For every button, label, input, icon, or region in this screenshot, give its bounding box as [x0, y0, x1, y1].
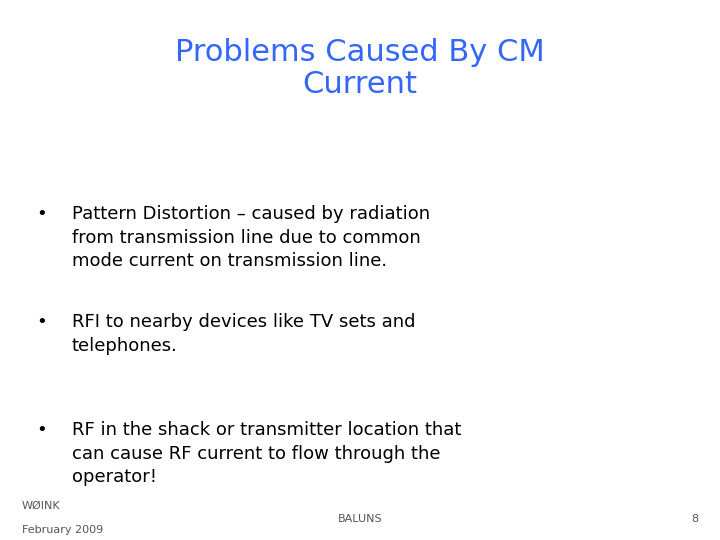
Text: February 2009: February 2009 — [22, 524, 103, 535]
Text: RFI to nearby devices like TV sets and
telephones.: RFI to nearby devices like TV sets and t… — [72, 313, 415, 355]
Text: 8: 8 — [691, 514, 698, 524]
Text: RF in the shack or transmitter location that
can cause RF current to flow throug: RF in the shack or transmitter location … — [72, 421, 462, 487]
Text: •: • — [36, 313, 47, 331]
Text: •: • — [36, 421, 47, 439]
Text: •: • — [36, 205, 47, 223]
Text: Problems Caused By CM
Current: Problems Caused By CM Current — [175, 38, 545, 99]
Text: BALUNS: BALUNS — [338, 514, 382, 524]
Text: WØINK: WØINK — [22, 500, 60, 510]
Text: Pattern Distortion – caused by radiation
from transmission line due to common
mo: Pattern Distortion – caused by radiation… — [72, 205, 430, 271]
